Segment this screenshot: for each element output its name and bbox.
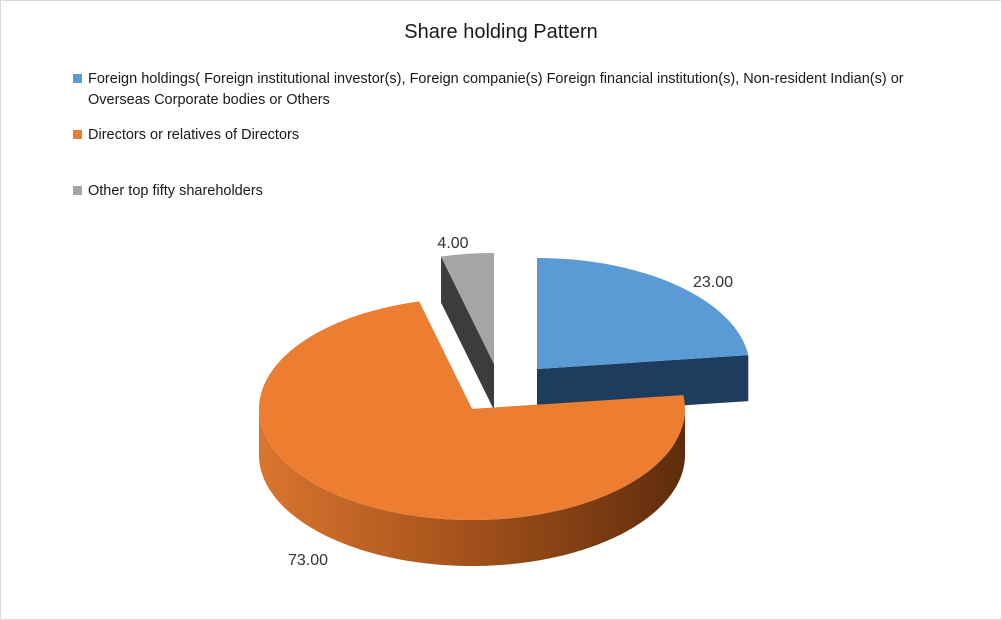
- legend-swatch-directors: [73, 130, 82, 139]
- pie-top-foreign-holdings: [537, 258, 749, 369]
- legend-swatch-foreign-holdings: [73, 74, 82, 83]
- pie-wall-foreign-holdings-1: [537, 355, 749, 415]
- legend-label-other-top-fifty: Other top fifty shareholders: [88, 183, 263, 199]
- pie-top-other-top-fifty: [441, 253, 494, 364]
- legend-label-directors: Directors or relatives of Directors: [88, 127, 300, 143]
- legend-swatch-other-top-fifty: [73, 186, 82, 195]
- pie-top-directors: [258, 301, 685, 521]
- legend-item-directors: Directors or relatives of Directors: [73, 125, 953, 146]
- pie-slice-directors: [258, 301, 685, 566]
- pie-slice-other-top-fifty: [441, 253, 494, 410]
- data-label-other-top-fifty: 4.00: [437, 235, 468, 252]
- legend-label-foreign-holdings: Foreign holdings( Foreign institutional …: [88, 71, 904, 108]
- data-label-foreign-holdings: 23.00: [693, 274, 733, 291]
- legend-item-foreign-holdings: Foreign holdings( Foreign institutional …: [73, 69, 953, 111]
- pie-wall-other-top-fifty-0: [441, 256, 494, 410]
- legend-item-other-top-fifty: Other top fifty shareholders: [73, 181, 953, 202]
- pie-slice-foreign-holdings: [537, 258, 749, 415]
- pie-side-directors-0: [259, 409, 685, 566]
- chart-title: Share holding Pattern: [404, 21, 598, 43]
- data-label-directors: 73.00: [288, 552, 328, 569]
